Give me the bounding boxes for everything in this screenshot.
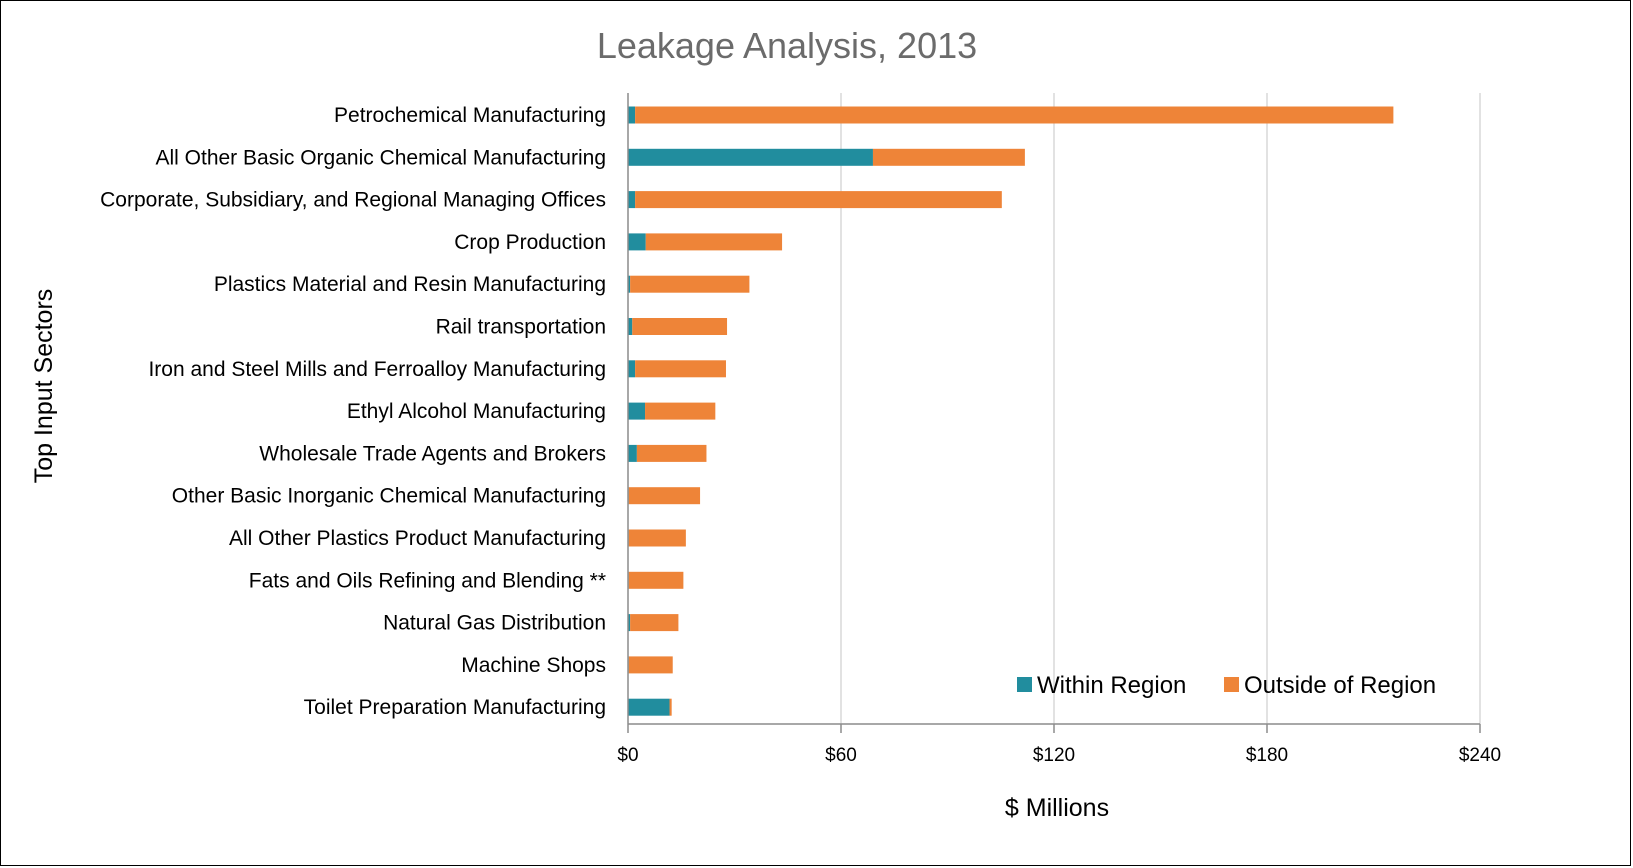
category-label: Plastics Material and Resin Manufacturin… [214, 273, 606, 296]
category-label: Natural Gas Distribution [383, 612, 606, 635]
bar-segment [628, 402, 646, 420]
bar-segment [872, 148, 1025, 166]
bar-segment [635, 360, 726, 378]
bar-segment [628, 191, 636, 209]
bar-segment [636, 444, 707, 462]
category-label: All Other Basic Organic Chemical Manufac… [155, 146, 606, 169]
bar-segment [628, 148, 873, 166]
category-label: Fats and Oils Refining and Blending ** [249, 569, 606, 592]
category-label: Wholesale Trade Agents and Brokers [259, 442, 606, 465]
bar-segment [630, 614, 679, 632]
bar-segment [630, 275, 750, 293]
bars [628, 106, 1394, 716]
legend-swatch-within-region [1017, 677, 1032, 692]
legend-label-outside-of-region: Outside of Region [1244, 672, 1436, 699]
category-label: Rail transportation [436, 316, 606, 339]
category-label: Corporate, Subsidiary, and Regional Mana… [100, 189, 606, 212]
bar-segment [628, 318, 633, 335]
x-tick-labels: $0 $60 $120 $180 $240 [617, 745, 1501, 766]
bar-segment [628, 571, 684, 589]
bar-segment [628, 360, 636, 378]
bar-segment [628, 698, 670, 716]
bar-segment [628, 614, 631, 632]
bar-segment [628, 444, 637, 462]
category-label: Other Basic Inorganic Chemical Manufactu… [172, 485, 606, 508]
x-tick-label: $120 [1033, 745, 1075, 766]
x-axis-title: $ Millions [1005, 794, 1109, 822]
x-tick-label: $60 [825, 745, 857, 766]
category-labels: Petrochemical Manufacturing All Other Bas… [100, 104, 606, 719]
y-axis-title: Top Input Sectors [30, 289, 58, 484]
gridlines [840, 93, 1481, 724]
bar-segment [669, 698, 672, 716]
category-label: Iron and Steel Mills and Ferroalloy Manu… [148, 358, 606, 381]
legend-swatch-outside-of-region [1224, 677, 1239, 692]
bar-segment [632, 318, 728, 335]
category-label: Crop Production [454, 231, 606, 254]
bar-segment [628, 656, 673, 674]
bar-segment [628, 275, 631, 293]
category-label: Ethyl Alcohol Manufacturing [347, 400, 606, 423]
bar-segment [645, 402, 716, 420]
bar-segment [628, 487, 701, 505]
bar-segment [635, 106, 1394, 124]
axes [627, 93, 1481, 733]
bar-segment [628, 106, 636, 124]
x-tick-label: $0 [617, 745, 638, 766]
x-tick-label: $240 [1459, 745, 1501, 766]
bar-segment [635, 191, 1002, 209]
legend-label-within-region: Within Region [1037, 672, 1186, 699]
category-label: Petrochemical Manufacturing [334, 104, 606, 127]
category-label: Toilet Preparation Manufacturing [304, 696, 606, 719]
legend: Within Region Outside of Region [1017, 672, 1436, 699]
bar-segment [628, 529, 686, 547]
bar-segment [645, 233, 783, 251]
chart-title: Leakage Analysis, 2013 [597, 25, 977, 66]
category-label: Machine Shops [461, 654, 606, 677]
x-tick-label: $180 [1246, 745, 1288, 766]
category-label: All Other Plastics Product Manufacturing [229, 527, 606, 550]
bar-segment [628, 233, 646, 251]
